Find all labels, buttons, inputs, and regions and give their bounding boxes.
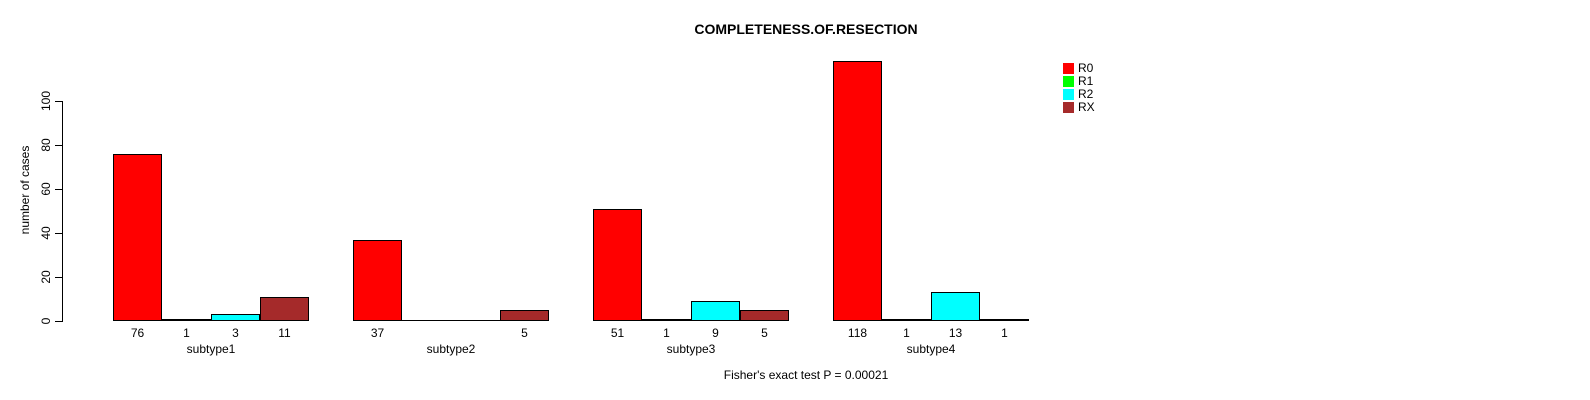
bar (740, 310, 789, 321)
bar (353, 240, 402, 321)
legend-label: R1 (1078, 74, 1094, 88)
bar (642, 319, 691, 321)
category-label: subtype1 (186, 342, 236, 356)
legend-label: RX (1078, 100, 1095, 114)
bar (113, 154, 162, 321)
y-axis-tick (55, 101, 62, 102)
y-axis-tick-label: 100 (39, 90, 53, 112)
y-axis-tick-label: 60 (39, 182, 53, 196)
bar (980, 319, 1029, 321)
legend-row: RX (1063, 101, 1095, 113)
bar-value-label: 11 (278, 326, 291, 340)
bar (211, 314, 260, 321)
y-axis-tick-label: 0 (39, 317, 53, 325)
category-label: subtype2 (426, 342, 476, 356)
y-axis-tick (55, 189, 62, 190)
bar-value-label: 5 (761, 326, 768, 340)
legend-label: R2 (1078, 87, 1094, 101)
legend-row: R0 (1063, 62, 1095, 74)
bar (691, 301, 740, 321)
bar (260, 297, 309, 321)
bar-value-label: 37 (370, 326, 385, 340)
bar-zero-line (402, 320, 451, 321)
category-label: subtype4 (906, 342, 956, 356)
legend-swatch (1063, 75, 1074, 87)
y-axis-tick-label: 80 (39, 138, 53, 152)
legend-label: R0 (1078, 61, 1094, 75)
bar (882, 319, 931, 321)
y-axis-tick-label: 20 (39, 270, 53, 284)
bar (833, 61, 882, 321)
y-axis-tick (55, 321, 62, 322)
bar-value-label: 5 (521, 326, 528, 340)
legend: R0 R1 R2 RX (1063, 62, 1095, 114)
bar-value-label: 1 (663, 326, 670, 340)
bar-value-label: 51 (610, 326, 625, 340)
bar-value-label: 9 (712, 326, 719, 340)
bar-value-label: 1 (183, 326, 190, 340)
bar-value-label: 13 (948, 326, 963, 340)
y-axis-tick (55, 277, 62, 278)
y-axis-tick (55, 145, 62, 146)
y-axis-tick-label: 40 (39, 226, 53, 240)
bar-value-label: 1 (903, 326, 910, 340)
bar-zero-line (451, 320, 500, 321)
bar-value-label: 1 (1001, 326, 1008, 340)
bar (500, 310, 549, 321)
y-axis-tick (55, 233, 62, 234)
bar (931, 292, 980, 321)
chart-title: COMPLETENESS.OF.RESECTION (694, 21, 918, 37)
legend-row: R1 (1063, 75, 1095, 87)
legend-swatch (1063, 101, 1074, 113)
category-label: subtype3 (666, 342, 716, 356)
bar (162, 319, 211, 321)
y-axis-line (62, 101, 63, 322)
legend-row: R2 (1063, 88, 1095, 100)
bar-value-label: 118 (847, 326, 868, 340)
legend-swatch (1063, 62, 1074, 74)
footer-annotation: Fisher's exact test P = 0.00021 (723, 368, 889, 382)
bar (593, 209, 642, 321)
legend-swatch (1063, 88, 1074, 100)
bar-value-label: 3 (232, 326, 239, 340)
y-axis-label: number of cases (18, 145, 32, 235)
bar-value-label: 76 (130, 326, 145, 340)
